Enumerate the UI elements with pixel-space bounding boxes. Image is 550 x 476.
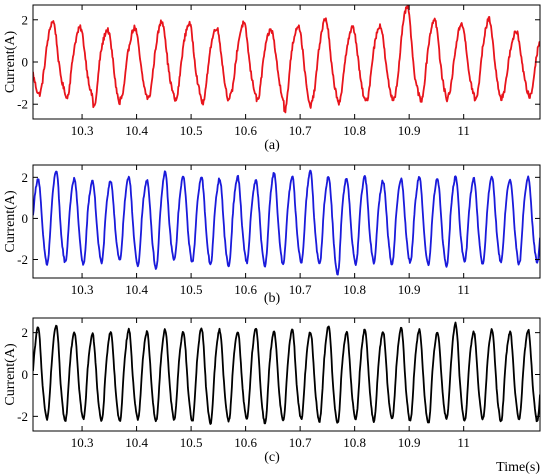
y-tick-label: 0 [22, 211, 29, 226]
series-line [33, 169, 540, 276]
x-tick-label: 10.5 [180, 123, 203, 138]
y-tick-label: 2 [22, 170, 29, 185]
x-tick-label: 10.8 [343, 435, 366, 450]
y-tick-label: -2 [17, 409, 28, 424]
x-tick-label: 10.4 [125, 282, 148, 297]
x-tick-label: 10.8 [343, 282, 366, 297]
y-tick-label: 0 [22, 55, 29, 70]
x-tick-label: 10.3 [71, 435, 94, 450]
chart-panel-1: 10.3 10.4 10.5 10.6 10.7 10.8 10.9 11 -2 0 2 Curren… [3, 4, 541, 153]
y-axis-label: Current(A) [3, 31, 18, 94]
x-tick-label: 10.7 [289, 435, 312, 450]
panel-caption: (a) [264, 138, 280, 153]
x-tick-label: 10.4 [125, 435, 148, 450]
chart-panel-2: 10.3 10.4 10.5 10.6 10.7 10.8 10.9 11 -2 0 2 Curren… [3, 164, 541, 306]
x-tick-label: 10.8 [343, 123, 366, 138]
x-tick-label: 10.5 [180, 435, 203, 450]
x-tick-label: 10.3 [71, 123, 94, 138]
x-tick-label: 10.6 [234, 123, 257, 138]
y-tick-label: -2 [17, 97, 28, 112]
panel-caption: (c) [264, 450, 280, 465]
series-line [33, 321, 540, 425]
x-tick-label: 10.9 [398, 123, 421, 138]
x-tick-label: 10.7 [289, 123, 312, 138]
x-tick-label: 11 [457, 435, 470, 450]
y-tick-label: -2 [17, 252, 28, 267]
x-tick-label: 10.4 [125, 123, 148, 138]
x-tick-label: 11 [457, 282, 470, 297]
x-tick-label: 10.9 [398, 435, 421, 450]
x-tick-label: 11 [457, 123, 470, 138]
x-tick-label: 10.9 [398, 282, 421, 297]
x-tick-label: 10.6 [234, 282, 257, 297]
x-axis-label: Time(s) [496, 460, 540, 475]
x-tick-label: 10.7 [289, 282, 312, 297]
panel-caption: (b) [264, 291, 281, 306]
x-tick-label: 10.5 [180, 282, 203, 297]
chart-panel-3: 10.3 10.4 10.5 10.6 10.7 10.8 10.9 11 -2 0 2 Curren… [3, 317, 541, 475]
y-tick-label: 2 [22, 325, 29, 340]
y-tick-label: 0 [22, 367, 29, 382]
y-axis-label: Current(A) [3, 190, 18, 253]
y-tick-label: 2 [22, 12, 29, 27]
x-tick-label: 10.3 [71, 282, 94, 297]
series-line [33, 5, 540, 114]
axes-frame [32, 164, 541, 279]
x-tick-label: 10.6 [234, 435, 257, 450]
y-axis-label: Current(A) [3, 343, 18, 406]
